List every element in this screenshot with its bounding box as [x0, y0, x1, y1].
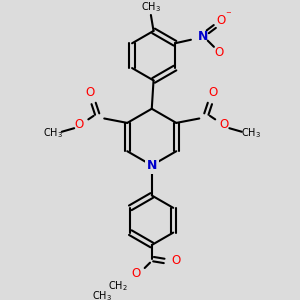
Text: CH$_3$: CH$_3$: [141, 0, 161, 14]
Text: O: O: [216, 14, 226, 27]
Text: O: O: [85, 86, 95, 99]
Text: N: N: [198, 30, 208, 43]
Text: CH$_3$: CH$_3$: [92, 290, 112, 300]
Text: O: O: [75, 118, 84, 131]
Text: O: O: [214, 46, 224, 59]
Text: O: O: [209, 86, 218, 99]
Text: N: N: [147, 159, 157, 172]
Text: CH$_3$: CH$_3$: [43, 127, 63, 140]
Text: $^-$: $^-$: [224, 10, 232, 20]
Text: O: O: [131, 267, 140, 280]
Text: O: O: [171, 254, 180, 267]
Text: O: O: [219, 118, 229, 131]
Text: CH$_3$: CH$_3$: [241, 127, 261, 140]
Text: CH$_2$: CH$_2$: [108, 279, 128, 292]
